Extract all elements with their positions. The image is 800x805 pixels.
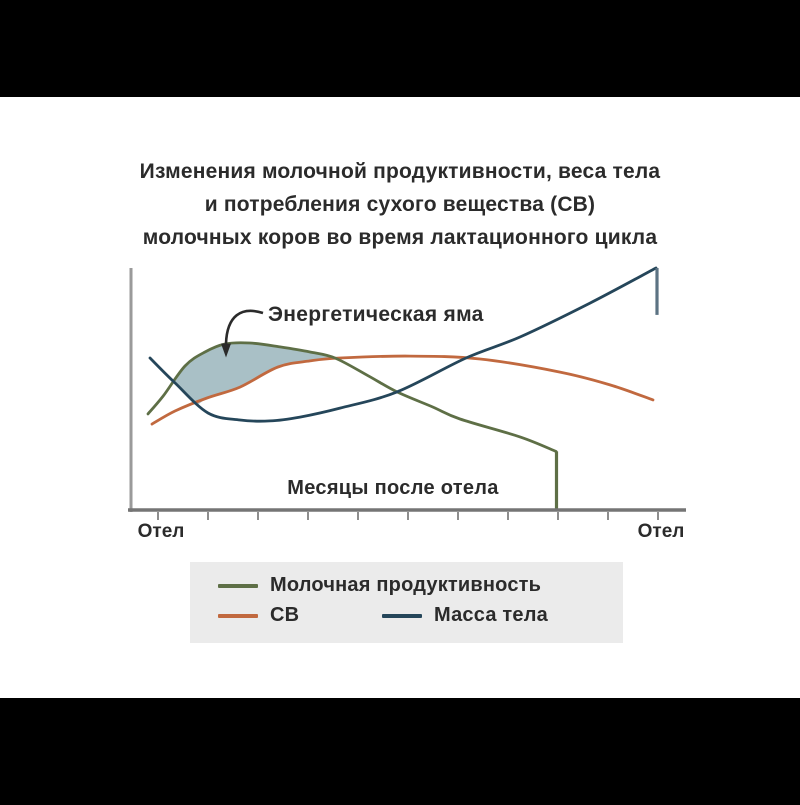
legend-swatch-milk [218, 584, 258, 588]
series-milk-line [146, 341, 558, 453]
legend-item-milk: Молочная продуктивность [218, 574, 598, 598]
x-axis-start-label: Отел [137, 521, 185, 542]
chart-title-line: Изменения молочной продуктивности, веса … [139, 160, 661, 183]
chart-title-line: и потребления сухого вещества (СВ) [204, 193, 596, 216]
chart-title: Изменения молочной продуктивности, веса … [0, 155, 800, 254]
legend-item-body-weight: Масса тела [382, 604, 602, 628]
legend-label-body-weight: Масса тела [434, 604, 548, 626]
annotation-arrowhead [221, 343, 231, 358]
series-dm-line [150, 354, 655, 426]
legend-label-dm: СВ [270, 604, 300, 626]
energy-deficit-area [175, 343, 335, 405]
annotation-energy-pit-label: Энергетическая яма [268, 303, 484, 326]
legend-label-milk: Молочная продуктивность [270, 574, 542, 596]
x-axis-label: Месяцы после отела [287, 477, 499, 499]
chart-title-line: молочных коров во время лактационного ци… [142, 226, 658, 249]
legend-swatch-body-weight [382, 614, 422, 618]
legend-item-dm: СВ [218, 604, 358, 628]
x-axis-end-label: Отел [637, 521, 685, 542]
legend-swatch-dm [218, 614, 258, 618]
annotation-arrow [224, 309, 264, 344]
legend-box: Молочная продуктивность СВ Масса тела [190, 562, 623, 643]
series-body-weight-line [148, 266, 658, 423]
